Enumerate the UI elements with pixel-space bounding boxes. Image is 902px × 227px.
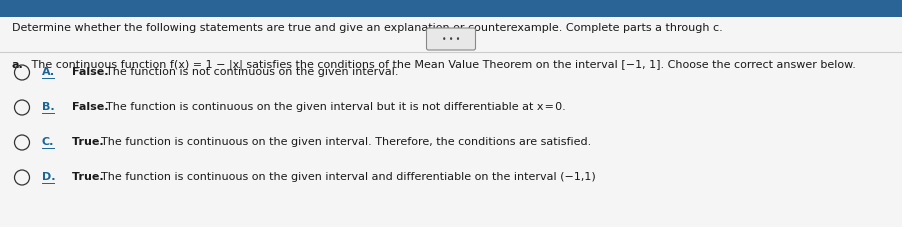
Text: A.: A. <box>42 67 55 77</box>
Text: The function is continuous on the given interval but it is not differentiable at: The function is continuous on the given … <box>106 101 566 111</box>
Text: The function is not continuous on the given interval.: The function is not continuous on the gi… <box>106 67 399 77</box>
Text: The function is continuous on the given interval. Therefore, the conditions are : The function is continuous on the given … <box>101 136 592 146</box>
Text: B.: B. <box>42 101 55 111</box>
Text: • • •: • • • <box>442 35 460 44</box>
Text: D.: D. <box>42 171 56 181</box>
Text: False.: False. <box>72 67 113 77</box>
FancyBboxPatch shape <box>427 29 475 51</box>
Bar <box>0 0 902 18</box>
Text: True.: True. <box>72 171 107 181</box>
Text: Determine whether the following statements are true and give an explanation or c: Determine whether the following statemen… <box>12 23 723 33</box>
Text: The continuous function f(x) = 1 − |x| satisfies the conditions of the Mean Valu: The continuous function f(x) = 1 − |x| s… <box>28 60 856 70</box>
Text: The function is continuous on the given interval and differentiable on the inter: The function is continuous on the given … <box>101 171 596 181</box>
Text: False.: False. <box>72 101 113 111</box>
Text: C.: C. <box>42 136 54 146</box>
Text: True.: True. <box>72 136 107 146</box>
Text: a.: a. <box>12 60 23 70</box>
